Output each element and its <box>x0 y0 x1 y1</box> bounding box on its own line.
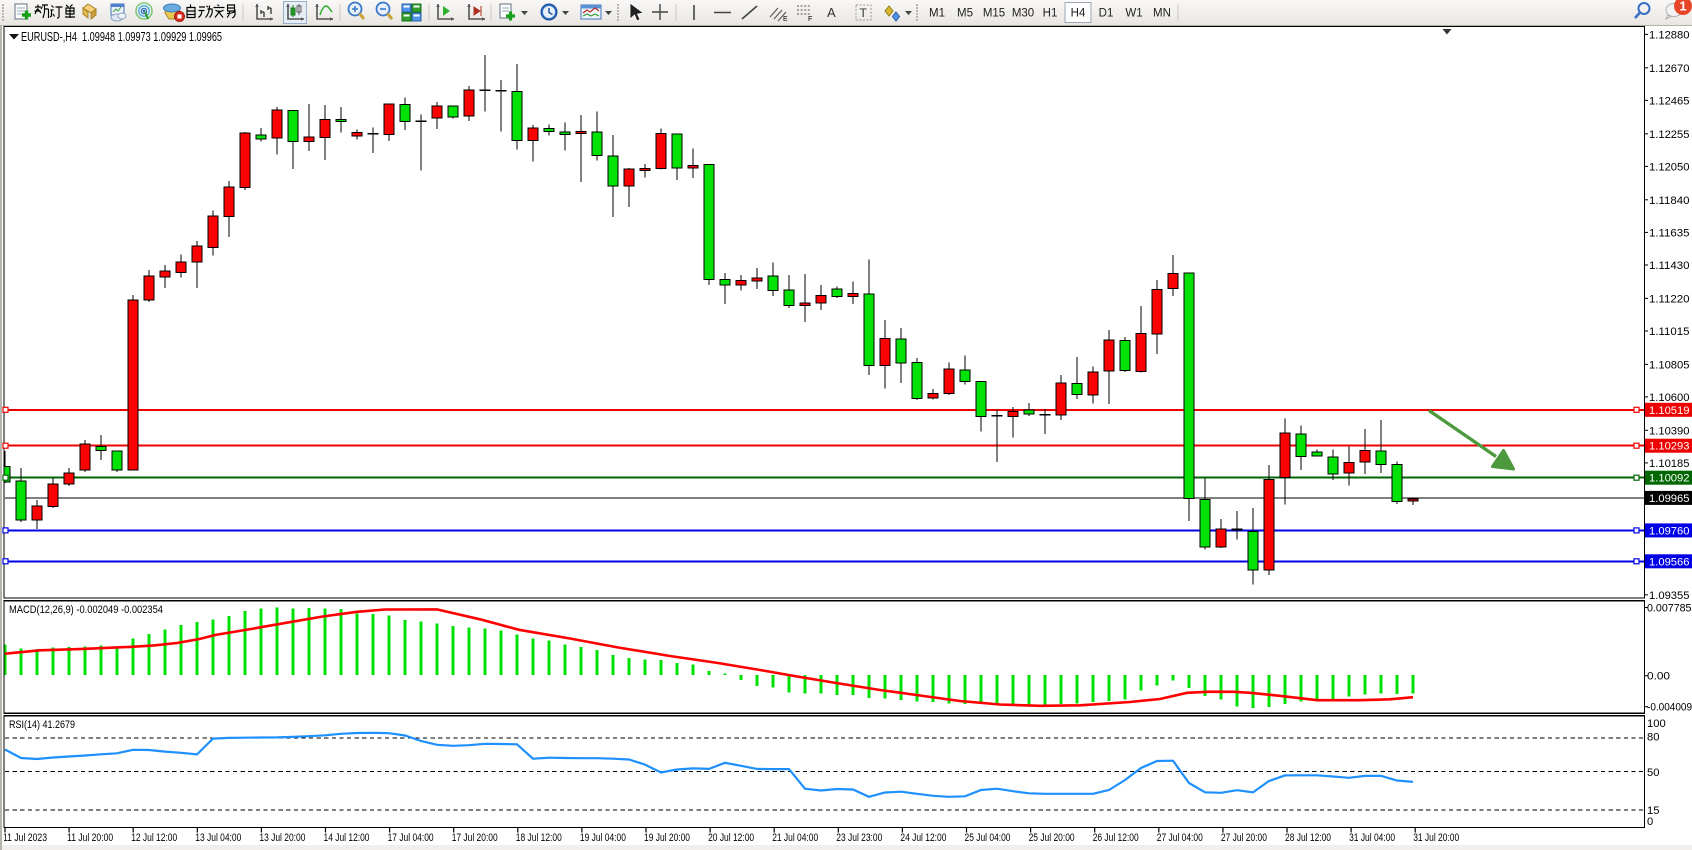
svg-text:13 Jul 04:00: 13 Jul 04:00 <box>195 832 241 844</box>
svg-text:19 Jul 20:00: 19 Jul 20:00 <box>644 832 690 844</box>
svg-text:0: 0 <box>1647 816 1653 828</box>
svg-text:MACD(12,26,9) -0.002049 -0.002: MACD(12,26,9) -0.002049 -0.002354 <box>9 604 163 616</box>
svg-text:26 Jul 12:00: 26 Jul 12:00 <box>1093 832 1139 844</box>
svg-text:MN: MN <box>1153 8 1171 20</box>
svg-text:1.10519: 1.10519 <box>1649 405 1690 417</box>
svg-text:T: T <box>860 6 868 20</box>
svg-text:1.10600: 1.10600 <box>1649 392 1690 404</box>
svg-text:17 Jul 04:00: 17 Jul 04:00 <box>388 832 434 844</box>
svg-text:11 Jul 20:00: 11 Jul 20:00 <box>67 832 113 844</box>
svg-text:1: 1 <box>1679 0 1686 14</box>
svg-text:31 Jul 04:00: 31 Jul 04:00 <box>1349 832 1395 844</box>
svg-text:27 Jul 20:00: 27 Jul 20:00 <box>1221 832 1267 844</box>
svg-text:1.11840: 1.11840 <box>1649 195 1690 207</box>
svg-text:M1: M1 <box>929 8 945 20</box>
svg-text:M15: M15 <box>983 8 1005 20</box>
svg-text:H1: H1 <box>1043 8 1058 20</box>
svg-text:15: 15 <box>1647 805 1659 817</box>
svg-text:F: F <box>808 16 812 23</box>
svg-text:1.09355: 1.09355 <box>1649 590 1690 602</box>
svg-text:13 Jul 20:00: 13 Jul 20:00 <box>259 832 305 844</box>
svg-text:100: 100 <box>1647 718 1666 730</box>
svg-text:11 Jul 2023: 11 Jul 2023 <box>3 832 47 844</box>
svg-text:1.09965: 1.09965 <box>1649 493 1690 505</box>
svg-text:0.00: 0.00 <box>1647 671 1670 683</box>
svg-text:1.12255: 1.12255 <box>1649 129 1690 141</box>
svg-text:31 Jul 20:00: 31 Jul 20:00 <box>1413 832 1459 844</box>
svg-text:1.10390: 1.10390 <box>1649 425 1690 437</box>
svg-text:1.10185: 1.10185 <box>1649 458 1690 470</box>
svg-text:23 Jul 23:00: 23 Jul 23:00 <box>836 832 882 844</box>
svg-text:25 Jul 04:00: 25 Jul 04:00 <box>965 832 1011 844</box>
svg-text:RSI(14) 41.2679: RSI(14) 41.2679 <box>9 719 75 731</box>
svg-text:1.09760: 1.09760 <box>1649 525 1690 537</box>
svg-text:A: A <box>827 5 836 20</box>
svg-text:E: E <box>783 16 788 23</box>
svg-text:EURUSD-,H4 1.09948 1.09973 1.: EURUSD-,H4 1.09948 1.09973 1.09929 1.099… <box>21 30 222 44</box>
svg-text:21 Jul 04:00: 21 Jul 04:00 <box>772 832 818 844</box>
svg-text:1.11220: 1.11220 <box>1649 293 1690 305</box>
svg-text:27 Jul 04:00: 27 Jul 04:00 <box>1157 832 1203 844</box>
svg-text:M5: M5 <box>957 8 973 20</box>
svg-text:12 Jul 12:00: 12 Jul 12:00 <box>131 832 177 844</box>
svg-text:80: 80 <box>1647 732 1659 744</box>
svg-text:1.12670: 1.12670 <box>1649 63 1690 75</box>
svg-text:1.12050: 1.12050 <box>1649 161 1690 173</box>
svg-text:1.11015: 1.11015 <box>1649 326 1690 338</box>
svg-text:0.007785: 0.007785 <box>1647 603 1692 615</box>
svg-text:1.09566: 1.09566 <box>1649 556 1690 568</box>
svg-text:M30: M30 <box>1012 8 1034 20</box>
svg-text:14 Jul 12:00: 14 Jul 12:00 <box>324 832 370 844</box>
svg-text:-0.004009: -0.004009 <box>1647 702 1692 714</box>
svg-text:28 Jul 12:00: 28 Jul 12:00 <box>1285 832 1331 844</box>
svg-text:1.12880: 1.12880 <box>1649 29 1690 41</box>
svg-text:1.10092: 1.10092 <box>1649 473 1690 485</box>
svg-text:H4: H4 <box>1071 8 1086 20</box>
svg-text:18 Jul 12:00: 18 Jul 12:00 <box>516 832 562 844</box>
svg-text:D1: D1 <box>1099 8 1114 20</box>
svg-text:1.12465: 1.12465 <box>1649 95 1690 107</box>
svg-text:17 Jul 20:00: 17 Jul 20:00 <box>452 832 498 844</box>
svg-text:1.10805: 1.10805 <box>1649 359 1690 371</box>
svg-text:24 Jul 12:00: 24 Jul 12:00 <box>900 832 946 844</box>
svg-text:W1: W1 <box>1125 8 1142 20</box>
svg-text:1.10293: 1.10293 <box>1649 441 1690 453</box>
svg-text:20 Jul 12:00: 20 Jul 12:00 <box>708 832 754 844</box>
svg-text:19 Jul 04:00: 19 Jul 04:00 <box>580 832 626 844</box>
svg-text:1.11430: 1.11430 <box>1649 260 1690 272</box>
svg-text:1.11635: 1.11635 <box>1649 227 1690 239</box>
svg-text:50: 50 <box>1647 767 1659 779</box>
svg-text:25 Jul 20:00: 25 Jul 20:00 <box>1029 832 1075 844</box>
